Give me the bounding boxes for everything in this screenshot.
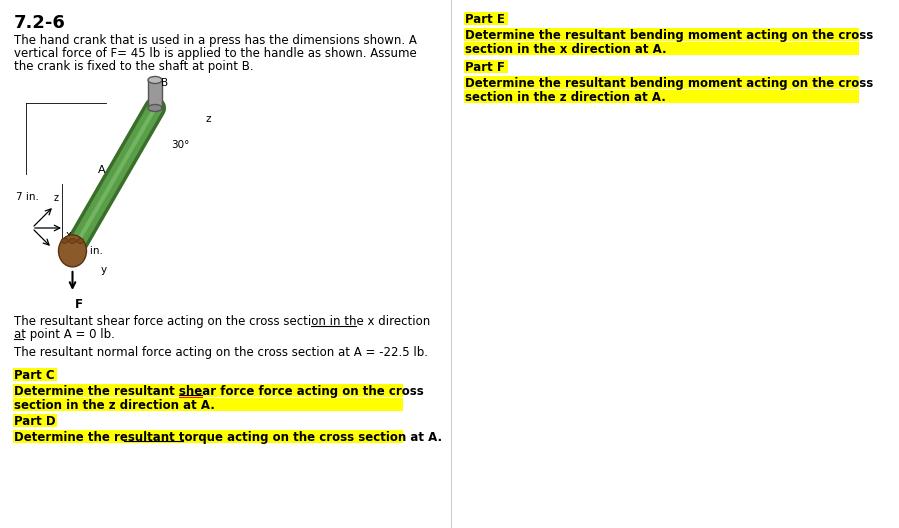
Text: z: z	[54, 193, 59, 203]
Ellipse shape	[58, 235, 86, 267]
Text: 7.2-6: 7.2-6	[14, 14, 66, 32]
Bar	[464, 42, 859, 55]
Text: y: y	[101, 265, 107, 275]
Text: Part D: Part D	[14, 415, 56, 428]
Text: Determine the resultant bending moment acting on the cross: Determine the resultant bending moment a…	[466, 77, 874, 90]
Text: Part F: Part F	[466, 61, 505, 74]
Text: The hand crank that is used in a press has the dimensions shown. A: The hand crank that is used in a press h…	[14, 34, 417, 47]
Bar	[13, 414, 57, 427]
Text: section in the x direction at A.: section in the x direction at A.	[466, 43, 667, 56]
Bar	[464, 60, 508, 73]
Text: F: F	[75, 298, 83, 311]
Bar	[148, 80, 162, 108]
Text: 3 in.: 3 in.	[79, 246, 102, 256]
Ellipse shape	[77, 239, 84, 243]
Ellipse shape	[148, 105, 162, 111]
Text: The resultant normal force acting on the cross section at A = -22.5 lb.: The resultant normal force acting on the…	[14, 346, 428, 359]
Text: at point A = 0 lb.: at point A = 0 lb.	[14, 328, 115, 341]
Bar	[464, 90, 859, 103]
Ellipse shape	[69, 239, 76, 243]
Text: A: A	[98, 165, 105, 175]
Text: Part E: Part E	[466, 13, 505, 26]
Text: 7 in.: 7 in.	[62, 238, 85, 248]
Text: section in the z direction at A.: section in the z direction at A.	[14, 399, 215, 412]
Bar	[464, 28, 859, 41]
Bar	[464, 12, 508, 25]
Text: vertical force of F= 45 lb is applied to the handle as shown. Assume: vertical force of F= 45 lb is applied to…	[14, 47, 417, 60]
Bar	[464, 76, 859, 89]
Ellipse shape	[61, 239, 68, 243]
Text: The resultant shear force acting on the cross section in the x direction: The resultant shear force acting on the …	[14, 315, 431, 328]
Bar	[13, 398, 403, 411]
Bar	[13, 368, 57, 381]
Text: Determine the resultant shear force force acting on the cross: Determine the resultant shear force forc…	[14, 385, 423, 398]
Text: Determine the resultant bending moment acting on the cross: Determine the resultant bending moment a…	[466, 29, 874, 42]
Text: the crank is fixed to the shaft at point B.: the crank is fixed to the shaft at point…	[14, 60, 254, 73]
Ellipse shape	[148, 77, 162, 83]
Bar	[13, 384, 403, 397]
Bar	[13, 430, 403, 443]
Text: x: x	[66, 230, 72, 240]
Text: section in the z direction at A.: section in the z direction at A.	[466, 91, 666, 104]
Text: z: z	[205, 114, 210, 124]
Text: 7 in.: 7 in.	[16, 192, 39, 202]
Text: Part C: Part C	[14, 369, 55, 382]
Text: Determine the resultant torque acting on the cross section at A.: Determine the resultant torque acting on…	[14, 431, 442, 444]
Text: 30°: 30°	[171, 140, 190, 150]
Text: B: B	[161, 78, 168, 88]
